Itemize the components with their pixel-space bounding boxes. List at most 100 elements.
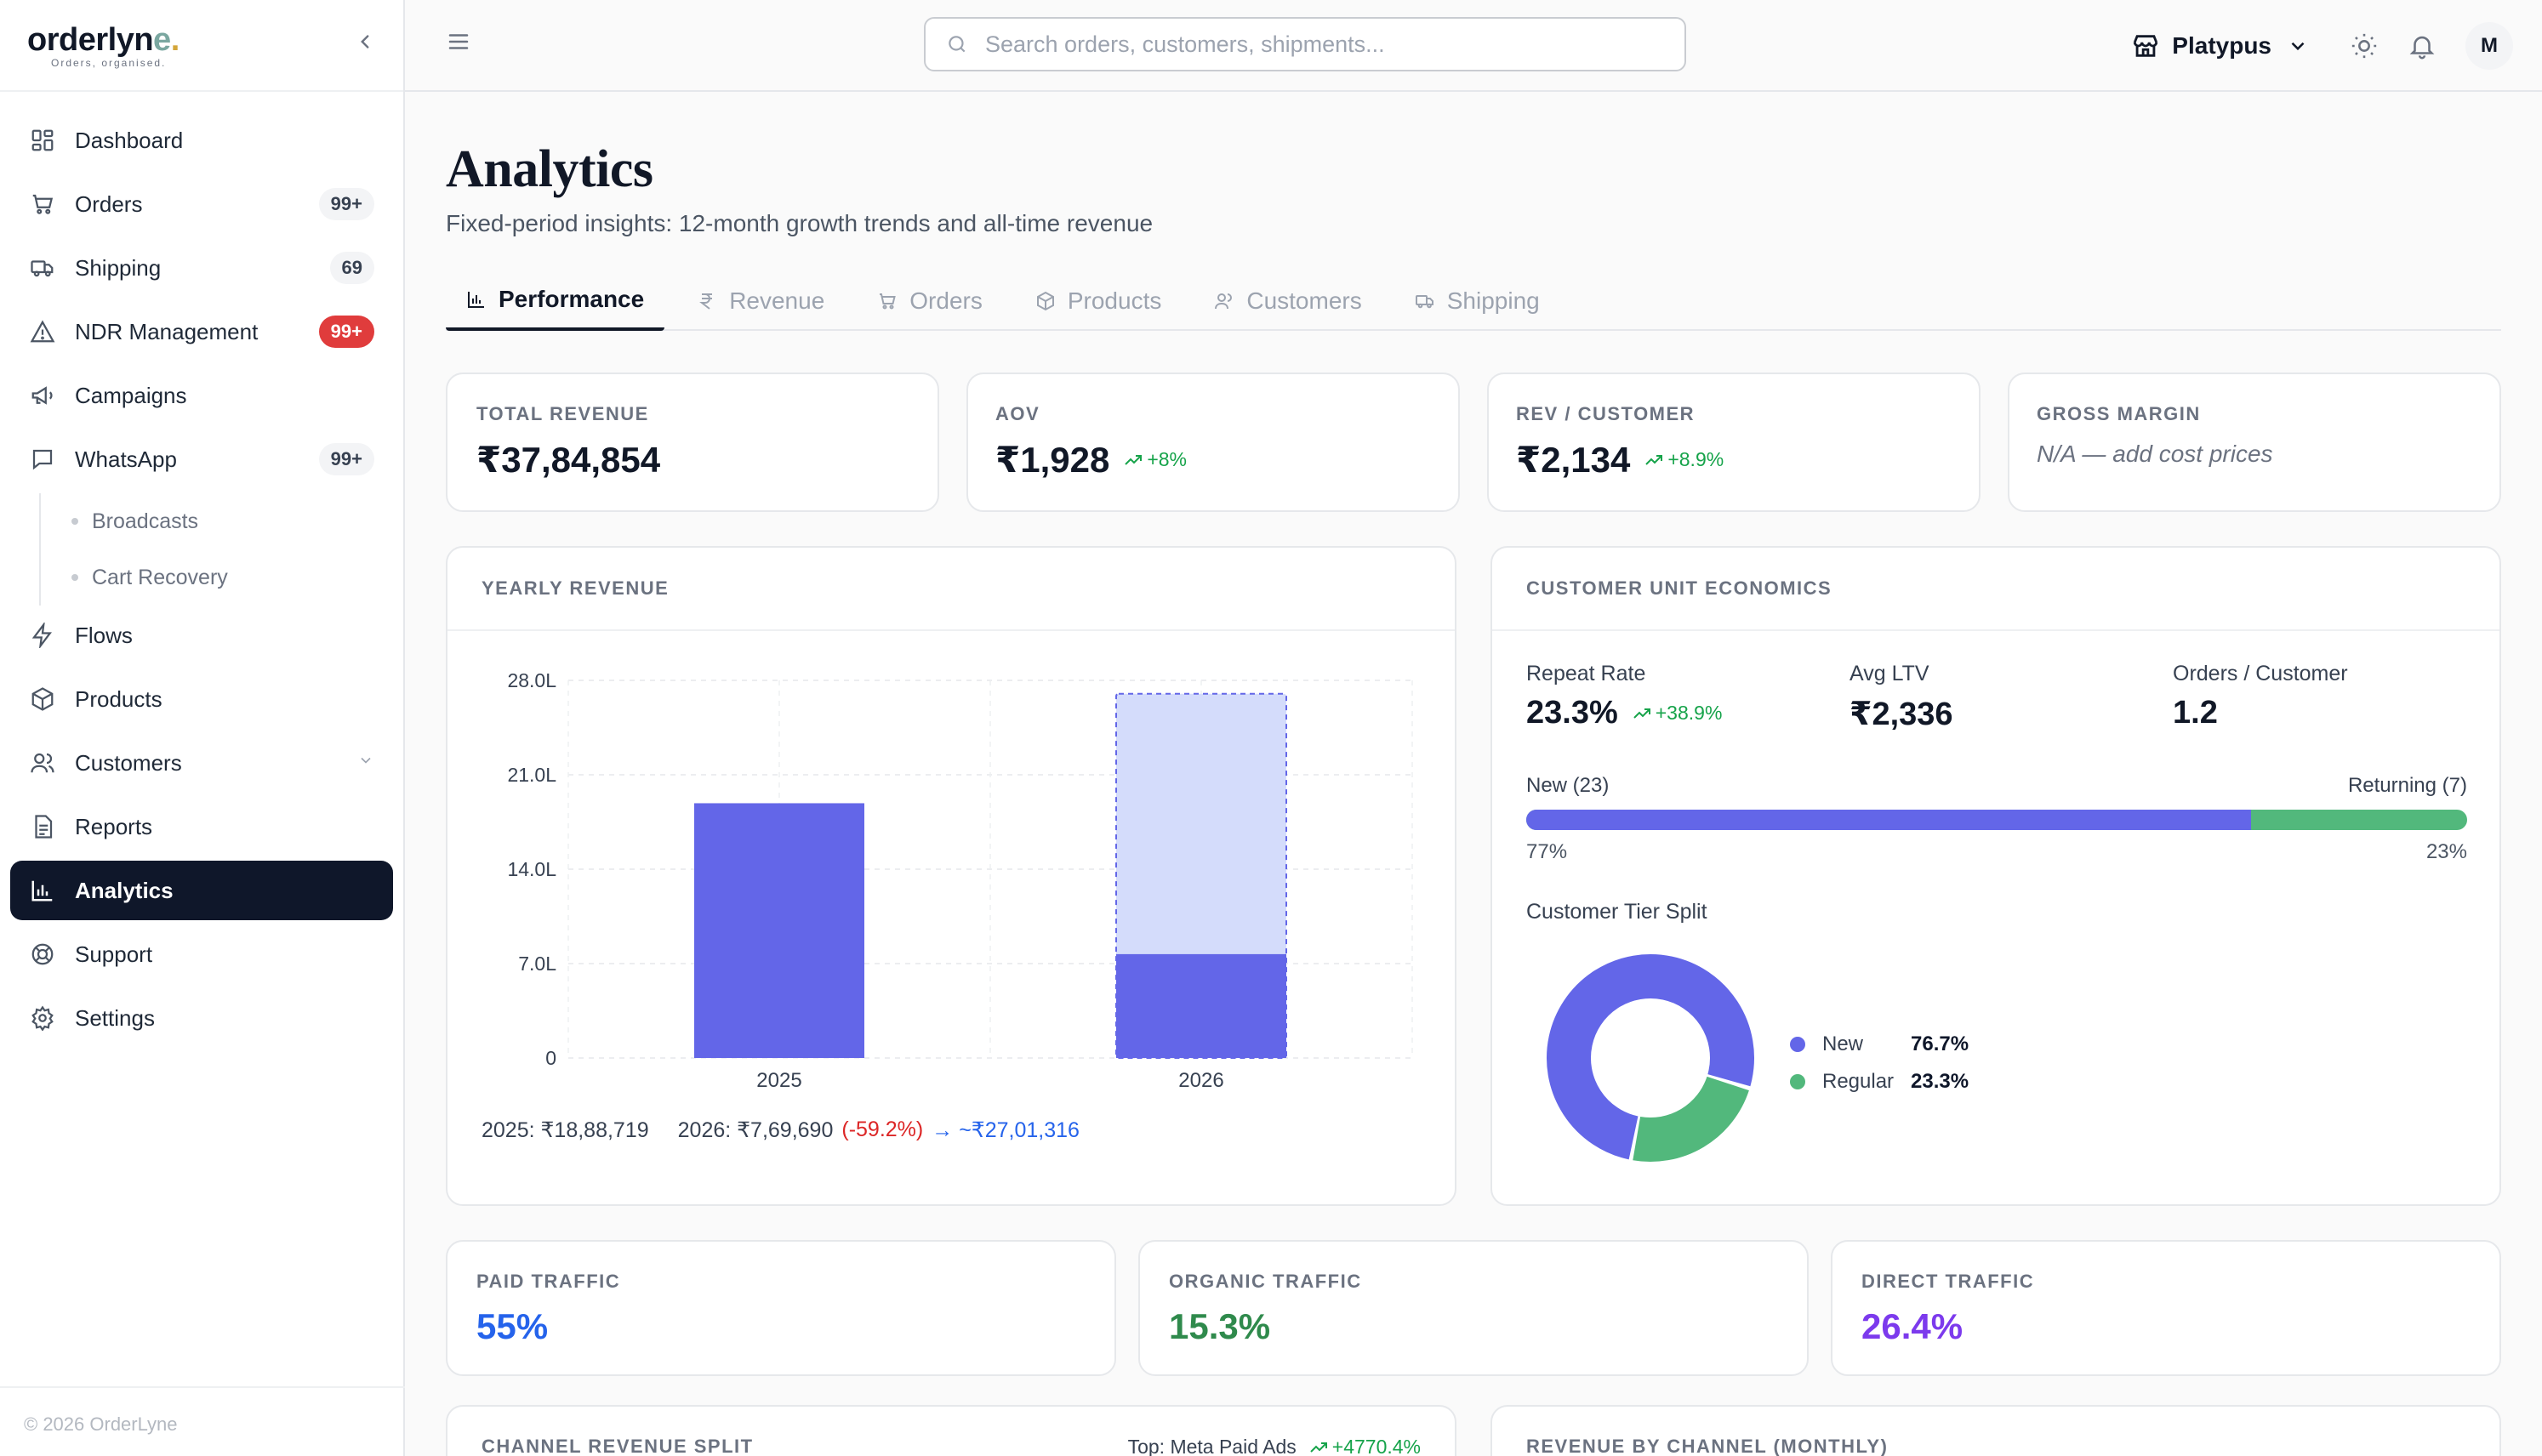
logo-accent: e	[153, 21, 171, 58]
store-selector[interactable]: Platypus	[2131, 31, 2309, 60]
yearly-revenue-chart: 0 7.0L 14.0L 21.0L 28.0L 2025 2026	[507, 669, 1413, 1092]
sidebar-item-orders[interactable]: Orders 99+	[10, 174, 393, 234]
avatar[interactable]: M	[2465, 22, 2513, 70]
card-title: CUSTOMER UNIT ECONOMICS	[1526, 577, 1832, 599]
kpi-label: ORGANIC TRAFFIC	[1169, 1271, 1362, 1292]
sidebar-item-label: Support	[75, 941, 153, 967]
sidebar-subitem-cart-recovery[interactable]: Cart Recovery	[41, 549, 393, 606]
metric-repeat-rate: Repeat Rate 23.3% +38.9%	[1526, 662, 1841, 731]
rupee-icon	[699, 293, 713, 310]
alert-icon	[29, 318, 56, 345]
sidebar-subitem-label: Broadcasts	[92, 509, 199, 533]
tab-shipping[interactable]: Shipping	[1394, 271, 1560, 331]
card-title: CHANNEL REVENUE SPLIT	[482, 1436, 754, 1456]
sidebar: orderlyne. Orders, organised. Dashboard …	[0, 0, 405, 1456]
menu-toggle-button[interactable]	[446, 29, 497, 62]
sidebar-item-settings[interactable]: Settings	[10, 988, 393, 1048]
kpi-value-text: ₹37,84,854	[476, 440, 661, 480]
logo-tagline: Orders, organised.	[51, 56, 167, 69]
kpi-card-total-revenue: TOTAL REVENUE ₹37,84,854	[446, 373, 939, 512]
kpi-value: 15.3%	[1169, 1306, 1271, 1346]
sidebar-item-ndr-management[interactable]: NDR Management 99+	[10, 302, 393, 361]
traffic-card-organic: ORGANIC TRAFFIC 15.3%	[1138, 1240, 1809, 1376]
sidebar-item-label: Dashboard	[75, 127, 184, 153]
top-channel-delta-text: +4770.4%	[1331, 1436, 1421, 1456]
search-bar[interactable]	[924, 17, 1686, 71]
cart-icon	[880, 293, 897, 310]
box-icon	[29, 685, 56, 713]
kpi-value-text: ₹1,928	[995, 440, 1110, 480]
sidebar-item-products[interactable]: Products	[10, 669, 393, 729]
metric-label: Orders / Customer	[2173, 662, 2348, 685]
kpi-card-aov: AOV ₹1,928 +8%	[966, 373, 1460, 512]
tier-donut-chart	[1547, 954, 1754, 1162]
bolt-icon	[29, 622, 56, 649]
bullet-icon	[71, 574, 78, 581]
top-channel-delta: +4770.4%	[1308, 1436, 1421, 1456]
search-icon	[949, 36, 966, 53]
theme-toggle-icon[interactable]	[2350, 31, 2379, 60]
card-title: YEARLY REVENUE	[482, 577, 670, 599]
sidebar-item-label: NDR Management	[75, 318, 259, 344]
x-tick-label: 2025	[756, 1069, 801, 1092]
gear-icon	[29, 1004, 56, 1032]
topbar: Platypus M	[405, 0, 2542, 92]
tab-products[interactable]: Products	[1015, 271, 1183, 331]
bell-icon[interactable]	[2408, 31, 2437, 60]
tab-performance[interactable]: Performance	[446, 271, 665, 331]
sidebar-item-label: WhatsApp	[75, 446, 177, 472]
sidebar-item-reports[interactable]: Reports	[10, 797, 393, 856]
users-icon	[1215, 293, 1233, 310]
collapse-sidebar-button[interactable]	[354, 31, 376, 60]
legend-item-new: New 76.7%	[1790, 1026, 1969, 1063]
summary-change: (-59.2%)	[841, 1118, 924, 1141]
logo[interactable]: orderlyne. Orders, organised.	[27, 22, 180, 69]
traffic-card-paid: PAID TRAFFIC 55%	[446, 1240, 1116, 1376]
card-title: REVENUE BY CHANNEL (MONTHLY)	[1526, 1436, 1889, 1456]
logo-dot: .	[170, 21, 180, 58]
sidebar-item-campaigns[interactable]: Campaigns	[10, 366, 393, 425]
count-badge: 99+	[318, 316, 374, 348]
sidebar-item-shipping[interactable]: Shipping 69	[10, 238, 393, 298]
logo-text: orderlyn	[27, 21, 154, 58]
sidebar-item-customers[interactable]: Customers	[10, 733, 393, 793]
summary-2025: 2025: ₹18,88,719	[482, 1118, 649, 1142]
tab-revenue[interactable]: Revenue	[676, 271, 845, 331]
bullet-icon	[71, 518, 78, 525]
new-pct: 77%	[1526, 840, 1568, 863]
sidebar-item-label: Orders	[75, 191, 143, 217]
chevron-down-icon	[2291, 42, 2305, 51]
new-vs-returning: New (23) Returning (7) 77% 23%	[1526, 774, 2467, 864]
tab-orders[interactable]: Orders	[857, 271, 1003, 331]
card-header: CUSTOMER UNIT ECONOMICS	[1492, 548, 2499, 631]
search-input[interactable]	[985, 31, 1649, 58]
sidebar-item-flows[interactable]: Flows	[10, 606, 393, 665]
sidebar-item-whatsapp[interactable]: WhatsApp 99+	[10, 429, 393, 489]
truck-icon	[29, 254, 56, 282]
kpi-value-text: ₹2,134	[1516, 440, 1631, 480]
sidebar-item-dashboard[interactable]: Dashboard	[10, 111, 393, 170]
page-title: Analytics	[446, 140, 653, 198]
count-badge: 99+	[318, 443, 374, 475]
kpi-delta: +8.9%	[1644, 448, 1724, 471]
trend-up-icon	[1633, 708, 1650, 719]
kpi-card-rev-per-customer: REV / CUSTOMER ₹2,134 +8.9%	[1487, 373, 1981, 512]
chevron-down-icon	[357, 752, 374, 774]
sidebar-item-analytics[interactable]: Analytics	[10, 861, 393, 920]
kpi-label: GROSS MARGIN	[2037, 403, 2201, 424]
y-tick-label: 0	[545, 1047, 556, 1069]
sidebar-subitem-broadcasts[interactable]: Broadcasts	[41, 493, 393, 549]
sidebar-item-label: Customers	[75, 749, 182, 776]
kpi-value: 55%	[476, 1306, 549, 1346]
metric-value: 23.3% +38.9%	[1526, 695, 1841, 731]
megaphone-icon	[29, 382, 56, 409]
tier-split-title: Customer Tier Split	[1526, 900, 1707, 924]
kpi-label: PAID TRAFFIC	[476, 1271, 621, 1292]
chevron-left-icon	[361, 35, 369, 48]
kpi-label: REV / CUSTOMER	[1516, 403, 1696, 424]
tab-customers[interactable]: Customers	[1194, 271, 1382, 331]
sidebar-item-label: Settings	[75, 1004, 155, 1031]
kpi-delta-text: +8.9%	[1667, 448, 1724, 470]
sidebar-nav: Dashboard Orders 99+ Shipping 69 NDR Man…	[0, 92, 403, 1048]
sidebar-item-support[interactable]: Support	[10, 924, 393, 984]
